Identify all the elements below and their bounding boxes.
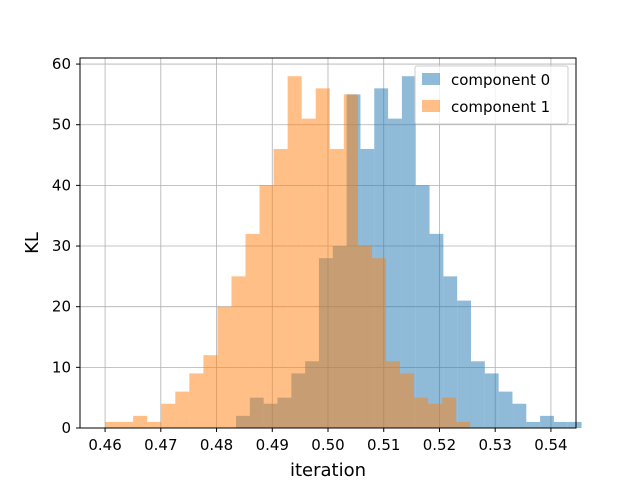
bar-component-1 [301,118,316,429]
bar-component-0 [429,233,444,428]
bar-component-1 [147,421,162,428]
y-tick-label: 10 [52,358,71,376]
y-tick-label: 0 [61,419,71,437]
bar-component-0 [443,276,458,428]
bar-component-1 [231,276,246,428]
bar-component-0 [540,415,554,428]
bar-component-1 [189,373,204,428]
x-tick-label: 0.51 [367,436,400,454]
bar-component-0 [567,421,582,428]
bar-component-1 [175,391,190,428]
y-tick-label: 40 [52,176,71,194]
legend-label-component-0: component 0 [451,71,550,89]
y-tick-label: 30 [52,237,71,255]
bar-component-1 [133,415,148,428]
bar-component-1 [329,148,344,428]
x-tick-label: 0.53 [478,436,511,454]
y-tick-label: 60 [52,55,71,73]
y-axis-label: KL [22,232,43,254]
y-tick-label: 20 [52,298,71,316]
x-tick-label: 0.52 [423,436,456,454]
bar-component-1 [161,403,176,428]
bar-component-0 [401,76,416,429]
bar-component-0 [388,118,402,429]
histogram-bars [105,76,582,429]
bar-component-1 [414,397,429,428]
bar-component-0 [415,185,430,428]
bar-component-0 [457,300,472,428]
bar-component-1 [357,246,372,428]
bar-component-0 [498,391,513,428]
bar-component-1 [456,421,471,428]
bar-component-1 [105,421,120,428]
bar-component-1 [385,361,401,428]
bar-component-1 [119,421,134,428]
legend: component 0 component 1 [414,65,569,125]
bar-component-0 [526,421,541,428]
x-tick-label: 0.47 [144,436,177,454]
bar-component-1 [343,94,358,429]
bar-component-1 [315,88,330,428]
bar-component-1 [203,355,218,428]
bar-component-0 [484,373,499,428]
bar-component-1 [245,233,260,428]
bar-component-0 [512,403,527,428]
x-tick-label: 0.49 [256,436,289,454]
legend-swatch-component-0 [422,73,440,85]
bar-component-1 [287,76,302,429]
x-tick-label: 0.50 [311,436,344,454]
axis-ticks: 0.46 0.47 0.48 0.49 0.50 0.51 0.52 0.53 0.54 0 10 2… [52,55,568,454]
bar-component-1 [273,148,288,428]
legend-swatch-component-1 [422,100,440,112]
bar-component-1 [259,185,274,428]
bar-component-1 [400,373,415,428]
bar-component-1 [217,306,232,428]
x-tick-label: 0.54 [534,436,567,454]
bar-component-1 [371,258,386,428]
x-axis-label: iteration [290,460,366,480]
x-tick-label: 0.46 [88,436,121,454]
bar-component-0 [553,421,568,428]
bar-component-1 [428,403,443,428]
legend-frame [414,65,569,125]
bar-component-0 [471,361,485,428]
y-tick-label: 50 [52,116,71,134]
legend-label-component-1: component 1 [451,98,550,116]
bar-component-1 [442,397,457,428]
x-tick-label: 0.48 [200,436,233,454]
